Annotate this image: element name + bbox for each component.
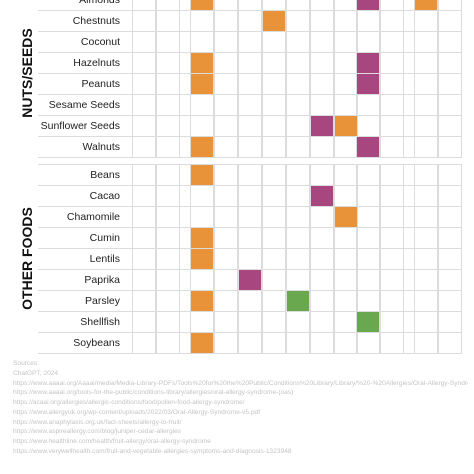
row-label: Parsley xyxy=(85,295,121,307)
heatmap-cell-orange xyxy=(335,116,357,136)
heatmap-cell-orange xyxy=(191,228,213,248)
source-link[interactable]: https://www.allergyuk.org/wp-content/upl… xyxy=(13,408,261,416)
source-line: ChatGPT, 2024 xyxy=(13,369,59,377)
source-link[interactable]: https://acaai.org/allergies/allergic-con… xyxy=(13,399,245,406)
heatmap-cell-magenta xyxy=(311,186,333,206)
source-link[interactable]: https://www.aaaai.org/Aaaai/media/Media-… xyxy=(13,379,468,387)
heatmap-cell-magenta xyxy=(357,74,379,94)
source-link[interactable]: https://www.healthline.com/health/fruit-… xyxy=(13,438,211,445)
row-label: Walnuts xyxy=(82,141,120,153)
heatmap-cell-orange xyxy=(191,291,213,311)
row-label: Soybeans xyxy=(73,337,120,349)
sources-block: Sources: ChatGPT, 2024 https://www.aaaai… xyxy=(13,359,468,457)
heatmap-cell-green xyxy=(287,291,309,311)
heatmap-cell-orange xyxy=(415,0,437,10)
row-label: Almonds xyxy=(79,0,120,6)
group-label: OTHER FOODS xyxy=(19,207,35,310)
grid-layer xyxy=(38,0,462,354)
sources-heading: Sources: xyxy=(13,360,40,367)
heatmap-cell-orange xyxy=(191,74,213,94)
row-label: Chamomile xyxy=(67,211,120,223)
row-label: Sesame Seeds xyxy=(49,99,120,111)
row-label: Paprika xyxy=(84,274,120,286)
heatmap-cell-magenta xyxy=(311,116,333,136)
row-label: Beans xyxy=(90,169,120,181)
heatmap-cell-orange xyxy=(191,165,213,185)
heatmap-cell-magenta xyxy=(357,0,379,10)
heatmap-cell-orange xyxy=(191,53,213,73)
row-label: Sunflower Seeds xyxy=(41,120,120,132)
row-label: Coconut xyxy=(81,36,120,48)
row-label: Cumin xyxy=(90,232,121,244)
group-label: NUTS/SEEDS xyxy=(19,28,35,117)
heatmap-cell-magenta xyxy=(357,53,379,73)
row-label: Shellfish xyxy=(80,316,120,328)
heatmap-cell-magenta xyxy=(357,137,379,157)
heatmap-cell-orange xyxy=(191,137,213,157)
row-label: Chestnuts xyxy=(73,15,120,27)
row-label: Hazelnuts xyxy=(73,57,120,69)
heatmap-cell-orange xyxy=(191,249,213,269)
row-label: Peanuts xyxy=(81,78,120,90)
source-link[interactable]: https://www.aspireallergy.com/blog/junip… xyxy=(13,428,182,436)
source-link[interactable]: https://www.aaaai.org/tools-for-the-publ… xyxy=(13,389,294,397)
row-label: Cacao xyxy=(90,190,121,202)
heatmap-cell-orange xyxy=(263,11,285,31)
row-label: Lentils xyxy=(90,253,120,265)
cells-layer xyxy=(191,0,437,353)
heatmap-cell-green xyxy=(357,312,379,332)
source-link[interactable]: https://www.anaphylaxis.org.uk/fact-shee… xyxy=(13,418,182,426)
heatmap-cell-orange xyxy=(191,333,213,353)
source-link[interactable]: https://www.verywellhealth.com/fruit-and… xyxy=(13,447,292,455)
heatmap-cell-magenta xyxy=(239,270,261,290)
heatmap-cell-orange xyxy=(335,207,357,227)
heatmap-cell-orange xyxy=(191,0,213,10)
labels-layer: Almonds Chestnuts Coconut Hazelnuts Peanuts S… xyxy=(19,0,121,349)
